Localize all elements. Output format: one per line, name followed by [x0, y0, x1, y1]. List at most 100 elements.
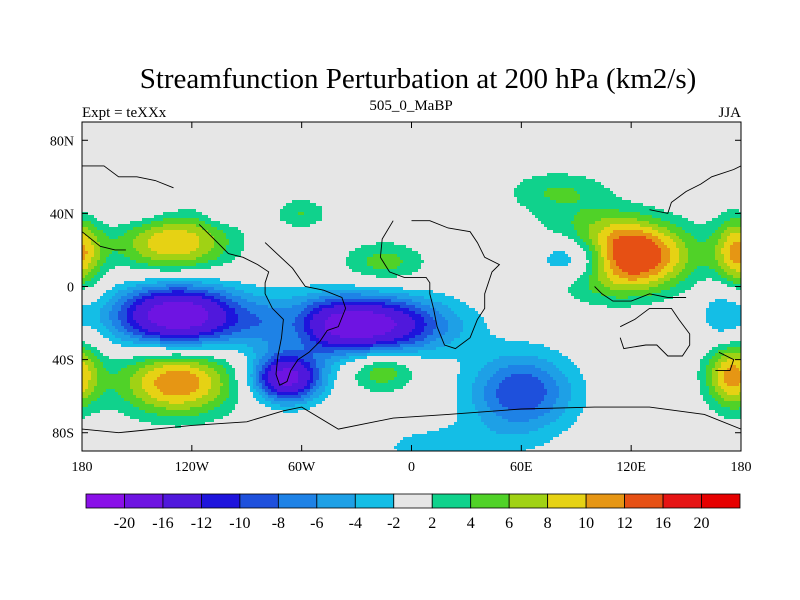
field-cell	[562, 353, 707, 357]
field-cell	[247, 377, 254, 381]
field-cell	[82, 440, 401, 444]
field-cell	[211, 233, 227, 237]
field-cell	[226, 359, 248, 363]
field-cell	[82, 179, 524, 183]
field-cell	[88, 395, 101, 399]
field-cell	[319, 374, 323, 378]
field-cell	[685, 290, 741, 294]
field-cell	[616, 260, 662, 264]
field-cell	[481, 416, 503, 420]
field-cell	[577, 242, 587, 246]
field-cell	[100, 395, 122, 399]
field-cell	[199, 368, 215, 372]
field-cell	[421, 308, 437, 312]
field-cell	[355, 284, 572, 288]
field-cell	[574, 188, 611, 192]
field-cell	[256, 371, 260, 375]
field-cell	[562, 371, 581, 375]
field-cell	[550, 422, 575, 426]
field-cell	[82, 191, 515, 195]
field-cell	[619, 275, 650, 279]
field-cell	[436, 338, 455, 342]
field-cell	[121, 323, 131, 327]
field-cell	[205, 371, 218, 375]
field-cell	[112, 320, 122, 324]
field-cell	[82, 434, 413, 438]
field-cell	[661, 290, 686, 294]
field-cell	[592, 272, 599, 276]
field-cell	[499, 368, 542, 372]
field-cell	[166, 284, 194, 288]
field-cell	[553, 407, 566, 411]
field-cell	[214, 239, 230, 243]
field-cell	[397, 266, 422, 270]
field-cell	[715, 269, 725, 273]
field-cell	[316, 404, 458, 408]
field-cell	[184, 290, 209, 294]
field-cell	[214, 398, 227, 402]
field-cell	[403, 260, 425, 264]
field-cell	[118, 371, 137, 375]
field-cell	[394, 320, 416, 324]
field-cell	[592, 254, 599, 258]
coastline-5	[649, 165, 741, 214]
field-cell	[661, 239, 674, 243]
field-cell	[730, 245, 741, 249]
field-cell	[367, 260, 404, 264]
field-cell	[481, 419, 509, 423]
field-cell	[607, 305, 632, 309]
field-cell	[82, 392, 92, 396]
field-cell	[82, 230, 92, 234]
field-cell	[82, 272, 89, 276]
field-cell	[718, 392, 728, 396]
field-cell	[454, 311, 479, 315]
field-cell	[172, 353, 182, 357]
field-cell	[598, 251, 602, 255]
field-cell	[490, 428, 539, 432]
field-cell	[157, 386, 200, 390]
field-cell	[574, 296, 617, 300]
field-cell	[277, 371, 299, 375]
field-cell	[313, 314, 332, 318]
field-cell	[292, 200, 311, 204]
field-cell	[706, 278, 713, 282]
field-cell	[562, 431, 741, 435]
field-cell	[661, 251, 671, 255]
field-cell	[115, 326, 125, 330]
field-cell	[394, 446, 536, 450]
colorbar-label: -10	[229, 515, 250, 532]
field-cell	[97, 368, 107, 372]
field-cell	[718, 263, 728, 267]
field-cell	[253, 371, 257, 375]
field-cell	[208, 374, 221, 378]
field-cell	[85, 257, 92, 261]
field-cell	[82, 176, 533, 180]
field-cell	[313, 329, 326, 333]
field-cell	[94, 353, 104, 357]
field-cell	[82, 383, 89, 387]
field-cell	[142, 386, 158, 390]
field-cell	[652, 239, 662, 243]
field-cell	[238, 317, 260, 321]
field-cell	[88, 266, 95, 270]
field-cell	[346, 257, 368, 261]
field-cell	[97, 377, 131, 381]
field-cell	[199, 239, 215, 243]
field-cell	[247, 374, 251, 378]
field-cell	[619, 266, 656, 270]
field-cell	[586, 386, 701, 390]
field-cell	[283, 206, 323, 210]
field-cell	[559, 395, 572, 399]
field-cell	[271, 356, 281, 360]
field-cell	[304, 344, 323, 348]
field-cell	[658, 230, 671, 234]
field-cell	[244, 353, 257, 357]
field-cell	[277, 389, 299, 393]
colorbar-swatch	[354, 493, 395, 509]
field-cell	[262, 368, 266, 372]
field-cell	[706, 308, 741, 312]
field-cell	[577, 365, 701, 369]
field-cell	[166, 326, 191, 330]
field-cell	[100, 242, 134, 246]
field-cell	[628, 278, 638, 282]
